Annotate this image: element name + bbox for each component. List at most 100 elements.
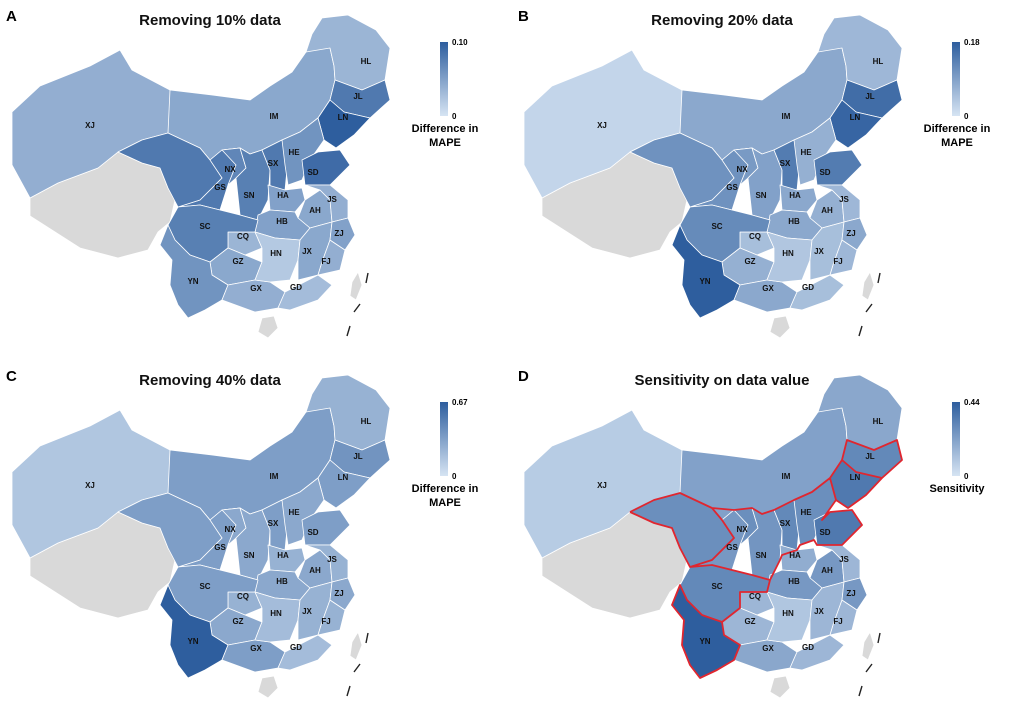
province-label-he: HE: [800, 508, 812, 517]
province-label-jx: JX: [814, 247, 824, 256]
province-zj: [329, 577, 356, 611]
province-label-ln: LN: [850, 473, 861, 482]
province-label-jx: JX: [814, 607, 824, 616]
legend-title-line1: Difference in: [923, 123, 991, 135]
province-label-jl: JL: [865, 92, 874, 101]
province-label-sd: SD: [307, 528, 318, 537]
province-label-fj: FJ: [321, 617, 330, 626]
province-label-gx: GX: [762, 644, 774, 653]
province-label-yn: YN: [699, 637, 710, 646]
province-label-zj: ZJ: [846, 229, 855, 238]
province-label-sn: SN: [755, 191, 766, 200]
legend-color-bar: [952, 402, 960, 476]
nine-dash-line-segment: [858, 685, 863, 697]
panel-a: XJ IM HL JL LN GS NX SN SX HE SD HA AH JS HB CQ SC GZ YN GX…: [0, 0, 511, 359]
legend-title-line1: Difference in: [411, 123, 479, 135]
province-label-hb: HB: [276, 577, 288, 586]
province-label-fj: FJ: [833, 257, 842, 266]
province-label-gz: GZ: [232, 617, 243, 626]
legend-title-line2: MAPE: [429, 137, 461, 149]
province-label-hl: HL: [361, 417, 372, 426]
china-map: XJ IM HL JL LN GS NX SN SX HE SD HA AH JS HB CQ SC GZ YN GX…: [11, 14, 448, 339]
province-label-sc: SC: [199, 222, 210, 231]
province-label-nx: NX: [224, 525, 236, 534]
nine-dash-line-segment: [865, 663, 873, 673]
province-label-ah: AH: [821, 566, 833, 575]
province-gx: [221, 279, 286, 313]
province-label-js: JS: [839, 195, 849, 204]
legend-color-bar: [440, 42, 448, 116]
province-label-hb: HB: [788, 577, 800, 586]
province-label-fj: FJ: [321, 257, 330, 266]
province-hl: [817, 14, 903, 91]
nine-dash-line-segment: [353, 663, 361, 673]
nine-dash-line-segment: [877, 272, 881, 284]
nine-dash-line-segment: [353, 303, 361, 313]
province-label-jl: JL: [865, 452, 874, 461]
china-map: XJ IM HL JL LN GS NX SN SX HE SD HA AH JS HB CQ SC GZ YN GX…: [523, 374, 960, 699]
province-zj: [329, 217, 356, 251]
province-gx: [733, 639, 798, 673]
province-label-xj: XJ: [85, 121, 95, 130]
legend-title: Difference in MAPE: [404, 122, 486, 150]
panel-title: Sensitivity on data value: [634, 372, 810, 389]
legend-title-line2: MAPE: [429, 497, 461, 509]
province-label-sx: SX: [268, 159, 279, 168]
province-hl: [305, 14, 391, 91]
legend-max-label: 0.44: [964, 398, 980, 407]
province-label-sn: SN: [243, 191, 254, 200]
province-qh: [629, 132, 735, 208]
province-fj: [317, 239, 346, 276]
province-label-hn: HN: [782, 609, 794, 618]
province-label-jl: JL: [353, 452, 362, 461]
legend-color-bar: [440, 402, 448, 476]
panel-title: Removing 10% data: [139, 12, 281, 29]
province-label-zj: ZJ: [334, 589, 343, 598]
province-label-gd: GD: [802, 283, 814, 292]
region-tw-nodata: [861, 271, 875, 301]
region-hi-nodata: [769, 315, 791, 339]
province-label-im: IM: [782, 472, 791, 481]
province-hn: [254, 231, 301, 283]
province-label-gd: GD: [290, 643, 302, 652]
province-sn: [235, 147, 271, 221]
province-label-hl: HL: [873, 417, 884, 426]
province-label-yn: YN: [187, 277, 198, 286]
legend-title-line2: MAPE: [941, 137, 973, 149]
highlight-boundary: [629, 439, 903, 679]
province-label-xj: XJ: [85, 481, 95, 490]
province-label-cq: CQ: [749, 592, 761, 601]
province-label-sx: SX: [780, 519, 791, 528]
province-label-zj: ZJ: [334, 229, 343, 238]
legend-title-line1: Sensitivity: [929, 483, 985, 495]
legend-max-label: 0.18: [964, 38, 980, 47]
province-label-hn: HN: [782, 249, 794, 258]
province-hn: [766, 231, 813, 283]
province-label-ah: AH: [309, 566, 321, 575]
province-label-sx: SX: [268, 519, 279, 528]
province-label-gd: GD: [802, 643, 814, 652]
panel-letter: A: [6, 8, 17, 25]
province-qh: [117, 492, 223, 568]
region-hi-nodata: [769, 675, 791, 699]
province-gx: [221, 639, 286, 673]
province-label-js: JS: [327, 555, 337, 564]
province-label-gx: GX: [762, 284, 774, 293]
nine-dash-line-segment: [858, 325, 863, 337]
province-label-xj: XJ: [597, 121, 607, 130]
region-tw-nodata: [349, 631, 363, 661]
legend-title: Sensitivity: [916, 482, 998, 496]
province-label-hb: HB: [276, 217, 288, 226]
province-label-gs: GS: [726, 183, 738, 192]
province-label-he: HE: [288, 148, 300, 157]
province-yn: [159, 584, 229, 679]
province-label-xj: XJ: [597, 481, 607, 490]
legend-max-label: 0.67: [452, 398, 468, 407]
province-label-zj: ZJ: [846, 589, 855, 598]
region-tw-nodata: [349, 271, 363, 301]
province-label-hl: HL: [361, 57, 372, 66]
province-label-gx: GX: [250, 644, 262, 653]
legend-min-label: 0: [964, 472, 969, 481]
province-label-sc: SC: [711, 222, 722, 231]
province-label-im: IM: [782, 112, 791, 121]
